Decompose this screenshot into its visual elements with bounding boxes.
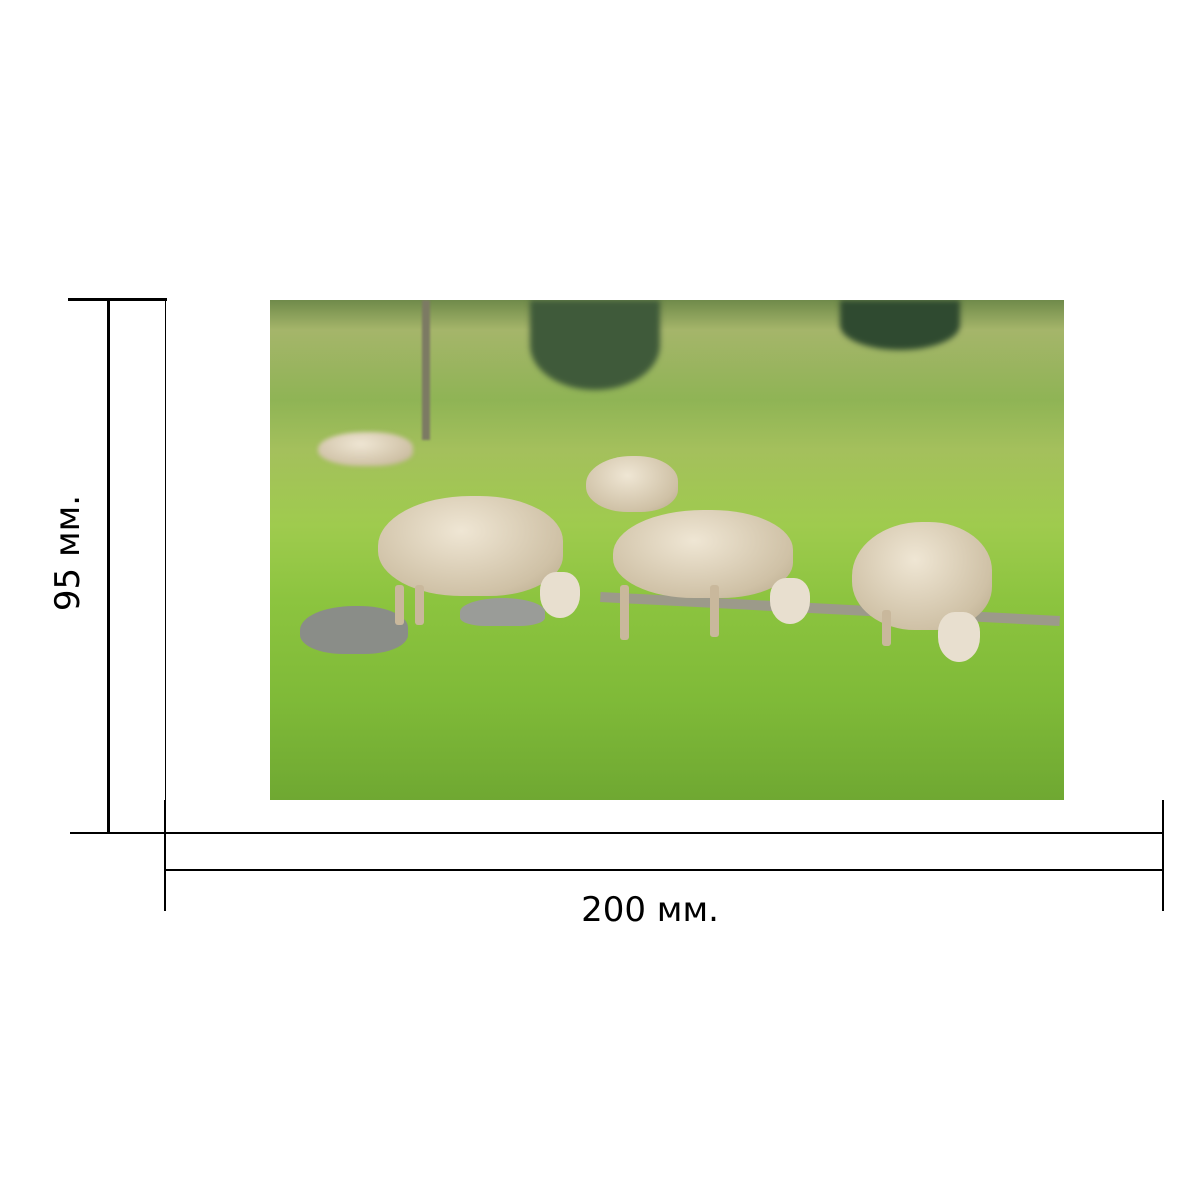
width-right-tick: [1162, 800, 1164, 911]
sheep-head: [540, 572, 580, 618]
width-dimension-line: [165, 869, 1163, 871]
sheep: [378, 496, 563, 596]
distant-sheep: [318, 432, 413, 466]
sheep-leg: [710, 585, 719, 637]
tree: [840, 300, 960, 350]
width-extension-line: [165, 832, 1163, 834]
height-label: 95 мм.: [48, 494, 88, 612]
height-extension-line: [165, 300, 166, 833]
trough: [600, 591, 1060, 627]
sheep-leg: [620, 585, 629, 640]
width-left-tick: [164, 800, 166, 911]
product-photo-sheep-grazing: [270, 300, 1064, 800]
sheep: [586, 456, 678, 512]
sheep-leg: [415, 585, 424, 625]
width-label: 200 мм.: [581, 890, 719, 930]
height-dimension-line: [107, 300, 110, 833]
tree: [530, 300, 660, 390]
rock: [460, 598, 545, 626]
rock: [300, 606, 408, 654]
height-bottom-tick: [70, 832, 167, 834]
sheep-leg: [395, 585, 404, 625]
sheep-head: [770, 578, 810, 624]
sheep-head: [938, 612, 980, 662]
sheep: [852, 522, 992, 630]
height-top-tick: [68, 298, 167, 301]
sheep-leg: [882, 610, 891, 646]
sheep: [613, 510, 793, 598]
pole: [422, 300, 430, 440]
